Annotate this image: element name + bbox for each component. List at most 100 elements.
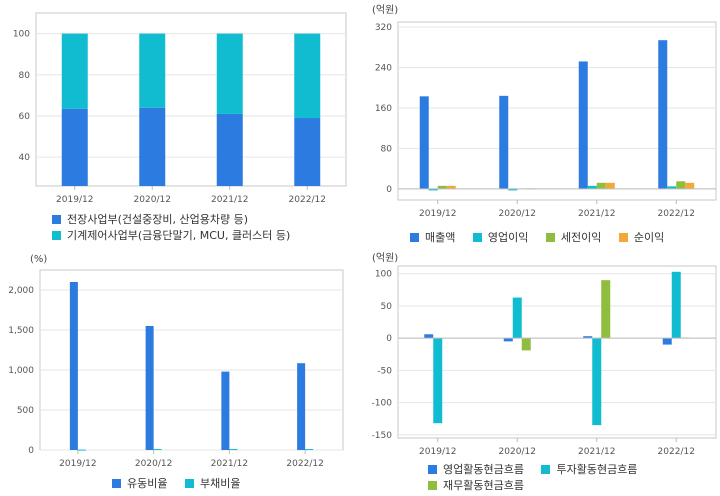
legend-label: 부채비율 [199,477,241,490]
bar-segment [294,33,321,119]
legend-item: 기계제어사업부(금융단말기, MCU, 클러스터 등) [52,228,290,243]
bar [221,371,230,450]
bar [521,338,531,351]
bar [658,40,668,189]
y-tick-label: 50 [381,302,393,312]
x-tick-label: 2022/12 [289,195,326,205]
legend-item: 매출액 [410,230,455,245]
bar [153,449,162,451]
bar [499,95,509,189]
y-tick-label: 100 [13,30,30,40]
bar-segment [216,113,243,186]
legend-item: 영업활동현금흐름 [428,462,524,477]
legend-swatch [541,465,551,474]
bar [433,338,443,424]
legend-item: 전장사업부(건설중장비, 산업용차량 등) [52,212,248,227]
legend-item: 부채비율 [184,476,241,491]
bar [578,61,588,189]
y-tick-label: 500 [17,406,34,416]
bar [229,449,238,451]
legend-swatch [184,479,194,488]
legend-label: 기계제어사업부(금융단말기, MCU, 클러스터 등) [67,229,291,242]
ratio-legend: 유동비율 부채비율 [112,476,254,492]
y-tick-label: 60 [19,112,31,122]
segment-chart-panel: 40 60 80 100 2019/12 2020/12 2021/12 2022/12 [8,10,348,205]
legend-item: 영업이익 [472,230,529,245]
legend-item: 순이익 [618,230,665,245]
x-tick-label: 2021/12 [578,209,615,219]
segment-legend: 전장사업부(건설중장비, 산업용차량 등) 기계제어사업부(금융단말기, MCU… [52,212,352,244]
bar-segment [294,118,321,186]
x-tick-label: 2021/12 [211,195,248,205]
bar [662,338,672,345]
income-chart-panel: 0 80 160 240 320 (억원) 2019/12 2020/12 2021/12 202… [360,0,720,219]
cashflow-chart-panel: -150 -100 -50 0 50 100 (억원) 2019/12 2020/12 2021/… [360,250,720,457]
bar [503,338,513,342]
x-tick-label: 2019/12 [419,447,456,455]
x-tick-label: 2022/12 [658,209,695,219]
legend-label: 순이익 [633,231,665,244]
bar [667,186,677,189]
bar-segment [61,33,88,109]
y-tick-label: 0 [28,446,34,456]
x-tick-label: 2020/12 [499,447,536,455]
legend-swatch [428,481,437,490]
legend-label: 매출액 [425,231,456,244]
legend-swatch [472,233,482,242]
x-tick-label: 2020/12 [135,459,172,469]
x-tick-label: 2022/12 [658,447,695,455]
x-tick-label: 2019/12 [56,195,93,205]
y-tick-label: 2,000 [8,286,34,296]
y-tick-label: 160 [375,104,392,114]
unit-label: (억원) [372,252,398,264]
y-tick-label: 100 [375,270,392,280]
bar [437,185,447,189]
legend-item: 재무활동현금흐름 [428,478,524,493]
y-tick-label: 40 [19,153,31,163]
y-tick-label: 1,500 [8,326,34,336]
bar-segment [139,33,166,108]
legend-item: 세전이익 [545,230,602,245]
plot-frame [397,265,717,439]
x-tick-label: 2021/12 [578,447,615,455]
x-tick-label: 2022/12 [286,459,323,469]
legend-swatch [545,233,555,242]
y-tick-label: 80 [381,144,393,154]
legend-swatch [52,231,61,240]
bar [428,188,438,191]
legend-swatch [618,233,628,242]
x-tick-label: 2021/12 [211,459,248,469]
legend-swatch [410,233,419,242]
y-tick-label: 320 [375,23,392,33]
cashflow-chart: -150 -100 -50 0 50 100 (억원) 2019/12 2020/12 2021/… [372,252,717,457]
x-tick-label: 2019/12 [419,209,456,219]
y-tick-label: -100 [372,399,393,409]
bar [69,282,78,450]
legend-label: 영업이익 [487,231,529,244]
legend-item: 유동비율 [112,476,167,491]
legend-item: 투자활동현금흐름 [541,462,637,477]
legend-label: 세전이익 [560,231,602,244]
legend-swatch [52,215,61,224]
legend-swatch [428,465,437,474]
y-tick-label: 1,000 [8,366,34,376]
x-tick-label: 2020/12 [134,195,171,205]
bar-segment [139,107,166,186]
bar [601,280,611,339]
bar [145,326,154,450]
y-tick-label: -150 [372,431,393,441]
plot-frame [397,21,717,201]
income-legend: 매출액 영업이익 세전이익 순이익 [410,230,678,246]
x-tick-label: 2020/12 [499,209,536,219]
bar [596,182,606,189]
unit-label: (억원) [372,4,398,16]
bar [305,449,314,451]
bar-segment [216,33,243,114]
cashflow-legend: 영업활동현금흐름 투자활동현금흐름 재무활동현금흐름 [428,462,651,494]
legend-label: 유동비율 [127,477,168,490]
ratio-chart: 0 500 1,000 1,500 2,000 (%) 2019/12 2020/12 2021… [8,254,344,469]
y-tick-label: 240 [375,64,392,74]
legend-swatch [112,479,121,488]
unit-label: (%) [30,254,47,265]
bar [587,185,597,189]
